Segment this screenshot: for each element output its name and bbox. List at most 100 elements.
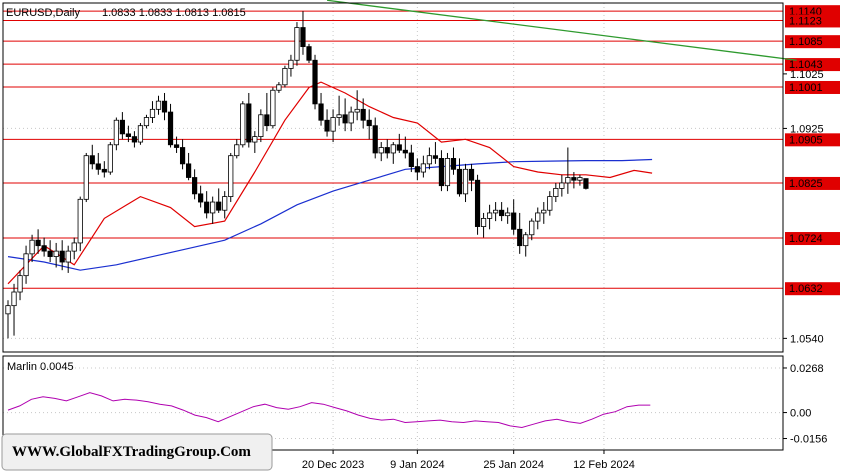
candle[interactable] [330, 109, 336, 143]
candle[interactable] [125, 125, 131, 143]
candle[interactable] [486, 204, 493, 230]
candle[interactable] [324, 109, 330, 137]
candle[interactable] [192, 169, 198, 200]
candle[interactable] [474, 174, 481, 235]
candle[interactable] [5, 300, 11, 339]
candle[interactable] [179, 139, 186, 170]
candle[interactable] [288, 54, 294, 77]
candle[interactable] [29, 234, 35, 263]
candle[interactable] [107, 142, 113, 175]
candle[interactable] [420, 155, 426, 178]
candle[interactable] [149, 101, 156, 123]
candle[interactable] [23, 245, 29, 284]
candle[interactable] [571, 172, 577, 189]
candle[interactable] [47, 240, 53, 263]
candle[interactable] [354, 90, 360, 121]
candle[interactable] [173, 136, 180, 153]
candle[interactable] [282, 65, 288, 88]
candle[interactable] [342, 98, 348, 132]
candle[interactable] [577, 174, 583, 186]
candle[interactable] [83, 152, 89, 203]
candle[interactable] [535, 207, 541, 230]
candle[interactable] [348, 106, 354, 132]
candle[interactable] [113, 117, 119, 151]
candle[interactable] [77, 196, 83, 252]
candle[interactable] [444, 152, 451, 192]
candle[interactable] [41, 237, 47, 257]
candle[interactable] [65, 245, 71, 273]
candle[interactable] [270, 87, 276, 129]
candle[interactable] [366, 109, 372, 140]
candle[interactable] [246, 92, 252, 148]
trendline[interactable] [326, 0, 797, 61]
candle[interactable] [396, 133, 402, 153]
candle[interactable] [438, 150, 445, 192]
candle[interactable] [493, 202, 499, 222]
candle[interactable] [336, 95, 342, 126]
candle[interactable] [480, 212, 487, 238]
candle[interactable] [185, 152, 192, 181]
candle[interactable] [511, 199, 517, 235]
candle[interactable] [426, 147, 433, 170]
candle[interactable] [228, 152, 234, 203]
candle[interactable] [414, 158, 420, 181]
candle[interactable] [276, 82, 282, 93]
candle[interactable] [318, 92, 324, 126]
candle[interactable] [432, 142, 439, 164]
candle[interactable] [384, 139, 390, 159]
candle[interactable] [264, 92, 270, 132]
candle[interactable] [360, 98, 366, 129]
candle[interactable] [240, 101, 246, 148]
candle[interactable] [583, 178, 589, 190]
candle[interactable] [35, 229, 41, 254]
candle[interactable] [252, 131, 258, 153]
candle[interactable] [306, 43, 312, 63]
candle[interactable] [222, 191, 228, 219]
candle[interactable] [89, 144, 95, 170]
candle[interactable] [119, 112, 125, 140]
candle[interactable] [499, 202, 505, 222]
candle[interactable] [59, 240, 65, 271]
candle[interactable] [210, 196, 216, 224]
candle[interactable] [565, 147, 571, 194]
candle[interactable] [462, 163, 469, 203]
candle[interactable] [523, 232, 529, 257]
candle[interactable] [541, 202, 547, 224]
candle[interactable] [11, 283, 17, 336]
trendline-layer[interactable] [326, 0, 797, 61]
candle[interactable] [161, 92, 168, 121]
candle[interactable] [505, 207, 511, 224]
candle[interactable] [300, 11, 306, 55]
candle[interactable] [378, 142, 384, 162]
candle[interactable] [408, 144, 414, 173]
candle[interactable] [95, 152, 101, 175]
candle[interactable] [456, 158, 463, 197]
candle[interactable] [559, 174, 565, 197]
candle[interactable] [53, 242, 59, 268]
candle[interactable] [17, 270, 23, 301]
candle[interactable] [547, 191, 553, 216]
candle[interactable] [402, 136, 408, 159]
candle[interactable] [71, 237, 77, 260]
candle[interactable] [553, 182, 559, 203]
candle[interactable] [198, 185, 204, 208]
candle[interactable] [131, 131, 138, 148]
candle[interactable] [234, 139, 240, 159]
candle[interactable] [529, 218, 535, 241]
candle[interactable] [143, 114, 150, 129]
candle[interactable] [450, 147, 457, 175]
candle[interactable] [204, 191, 210, 219]
candle[interactable] [294, 22, 300, 66]
candle[interactable] [167, 103, 174, 148]
candle[interactable] [468, 163, 475, 192]
candle[interactable] [155, 95, 162, 115]
candles-layer[interactable] [5, 11, 589, 339]
candle[interactable] [258, 109, 264, 143]
candle[interactable] [372, 117, 378, 159]
candle[interactable] [101, 161, 107, 178]
candle[interactable] [390, 142, 396, 164]
candle[interactable] [517, 212, 523, 254]
candle[interactable] [312, 54, 318, 110]
candle[interactable] [216, 188, 222, 213]
